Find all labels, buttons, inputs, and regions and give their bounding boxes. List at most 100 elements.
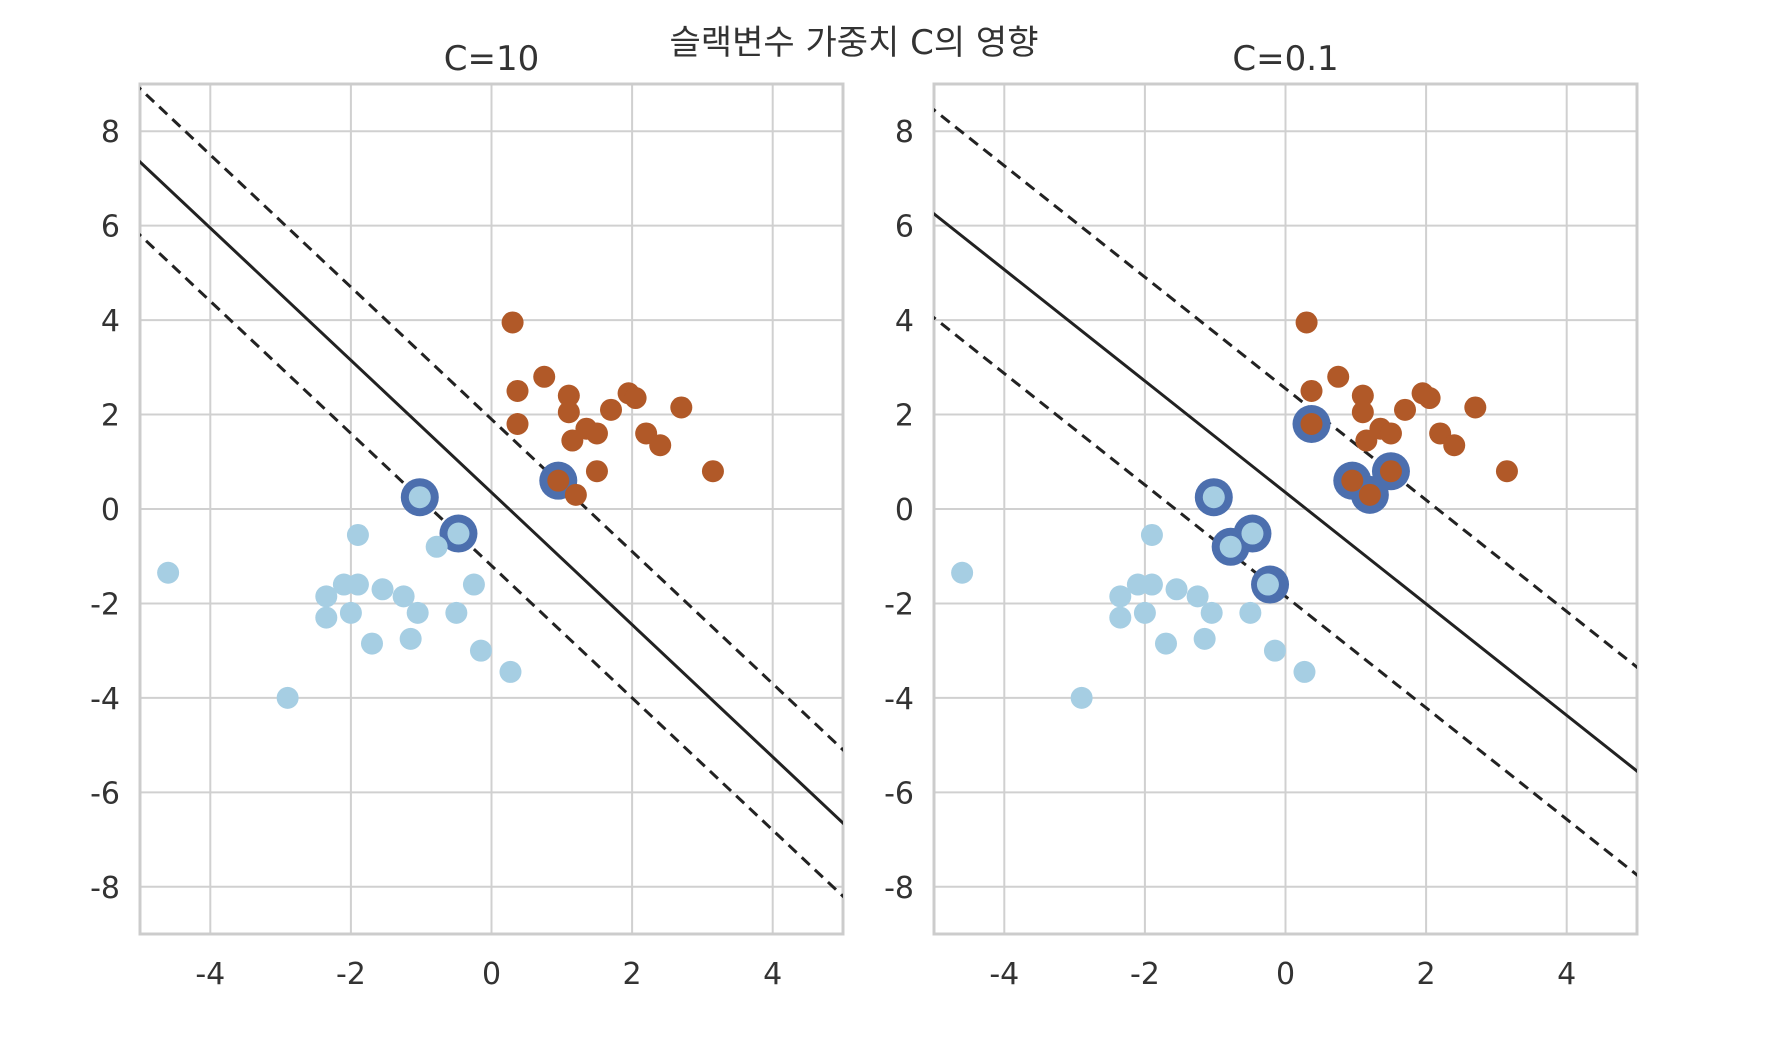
- subplot-title: C=0.1: [1232, 39, 1338, 79]
- point-class0: [951, 561, 974, 584]
- x-tick-label: 0: [1276, 957, 1295, 992]
- point-class0: [1193, 627, 1216, 650]
- point-class0: [1109, 585, 1132, 608]
- y-tick-label: -4: [90, 682, 120, 717]
- point-class1: [557, 401, 580, 424]
- subplot-c10: -4 -2 0 2 4 -8 -6 -4 -2 0 2 4 6 8 C=10: [90, 39, 845, 992]
- x-tick-label: 2: [1417, 957, 1436, 992]
- point-class0: [1070, 686, 1093, 709]
- y-tick-label: 4: [895, 304, 914, 339]
- y-tick-label: 0: [101, 493, 120, 528]
- point-class1: [557, 384, 580, 407]
- point-class0: [360, 632, 383, 655]
- x-tick-label: 4: [763, 957, 782, 992]
- point-class1: [585, 422, 608, 445]
- point-class0: [425, 535, 448, 558]
- point-class1: [1418, 387, 1441, 410]
- point-class1: [1341, 469, 1364, 492]
- point-class0: [1140, 523, 1163, 546]
- point-class0: [1256, 573, 1279, 596]
- figure-suptitle: 슬랙변수 가중치 C의 영향: [670, 23, 1039, 63]
- y-tick-label: 4: [101, 304, 120, 339]
- y-tick-label: 8: [895, 115, 914, 150]
- y-tick-label: -4: [884, 682, 914, 717]
- margin-line: [140, 233, 843, 899]
- point-class0: [1109, 606, 1132, 629]
- point-class1: [1327, 365, 1350, 388]
- point-class0: [469, 639, 492, 662]
- point-class1: [649, 434, 672, 457]
- point-class1: [1300, 413, 1323, 435]
- x-tick-label: -2: [336, 957, 366, 992]
- point-class0: [1263, 639, 1286, 662]
- point-class1: [624, 387, 647, 410]
- point-class0: [462, 573, 485, 596]
- axes-frame: [138, 82, 845, 936]
- point-class0: [346, 573, 369, 596]
- point-class0: [339, 601, 362, 624]
- margin-line: [934, 315, 1637, 877]
- point-class0: [346, 523, 369, 546]
- y-tick-label: 6: [101, 210, 120, 245]
- point-class1: [1495, 460, 1518, 483]
- point-class1: [1358, 483, 1381, 506]
- point-class1: [1464, 396, 1487, 419]
- point-class0: [1165, 578, 1188, 601]
- x-tick-label: -2: [1130, 957, 1160, 992]
- point-class0: [157, 561, 180, 584]
- plot-area: [140, 86, 843, 899]
- point-class0: [1202, 486, 1225, 509]
- point-class0: [1133, 601, 1156, 624]
- point-class1: [1379, 460, 1402, 483]
- point-class0: [1239, 601, 1262, 624]
- point-class0: [1200, 601, 1223, 624]
- point-class0: [399, 627, 422, 650]
- point-class1: [670, 396, 693, 419]
- point-class0: [392, 585, 415, 608]
- y-tick-label: 2: [101, 399, 120, 434]
- point-class0: [406, 601, 429, 624]
- point-class0: [447, 522, 470, 545]
- decision-boundary-line: [934, 211, 1637, 773]
- point-class1: [1295, 311, 1318, 334]
- subplot-title: C=10: [444, 39, 540, 79]
- point-class0: [1241, 522, 1264, 545]
- point-class0: [445, 601, 468, 624]
- y-tick-label: -6: [90, 776, 120, 811]
- point-class1: [533, 365, 556, 388]
- margin-line: [140, 86, 843, 752]
- x-tick-label: -4: [989, 957, 1019, 992]
- x-tick-label: -4: [195, 957, 225, 992]
- point-class0: [499, 660, 522, 683]
- subplot-c01: -4 -2 0 2 4 -8 -6 -4 -2 0 2 4 6 8 C=0.1: [884, 39, 1639, 992]
- y-tick-label: -8: [884, 871, 914, 906]
- point-class1: [564, 483, 587, 506]
- point-class0: [408, 486, 431, 509]
- point-class1: [1300, 379, 1323, 402]
- y-tick-label: -2: [90, 587, 120, 622]
- point-class0: [1186, 585, 1209, 608]
- point-class0: [315, 585, 338, 608]
- point-class1: [506, 379, 529, 402]
- point-class1: [1394, 398, 1417, 421]
- y-tick-label: 8: [101, 115, 120, 150]
- point-class1: [501, 311, 524, 334]
- point-class1: [701, 460, 724, 483]
- point-class0: [1219, 535, 1242, 558]
- point-class0: [315, 606, 338, 629]
- point-class0: [1293, 660, 1316, 683]
- point-class1: [506, 413, 529, 435]
- y-tick-label: 0: [895, 493, 914, 528]
- point-class0: [276, 686, 299, 709]
- margin-line: [934, 108, 1637, 670]
- point-class0: [371, 578, 394, 601]
- point-class1: [547, 469, 570, 492]
- point-class1: [1351, 401, 1374, 424]
- decision-boundary-line: [140, 159, 843, 826]
- y-tick-label: 6: [895, 210, 914, 245]
- y-tick-label: -2: [884, 587, 914, 622]
- y-tick-label: -6: [884, 776, 914, 811]
- x-tick-label: 4: [1557, 957, 1576, 992]
